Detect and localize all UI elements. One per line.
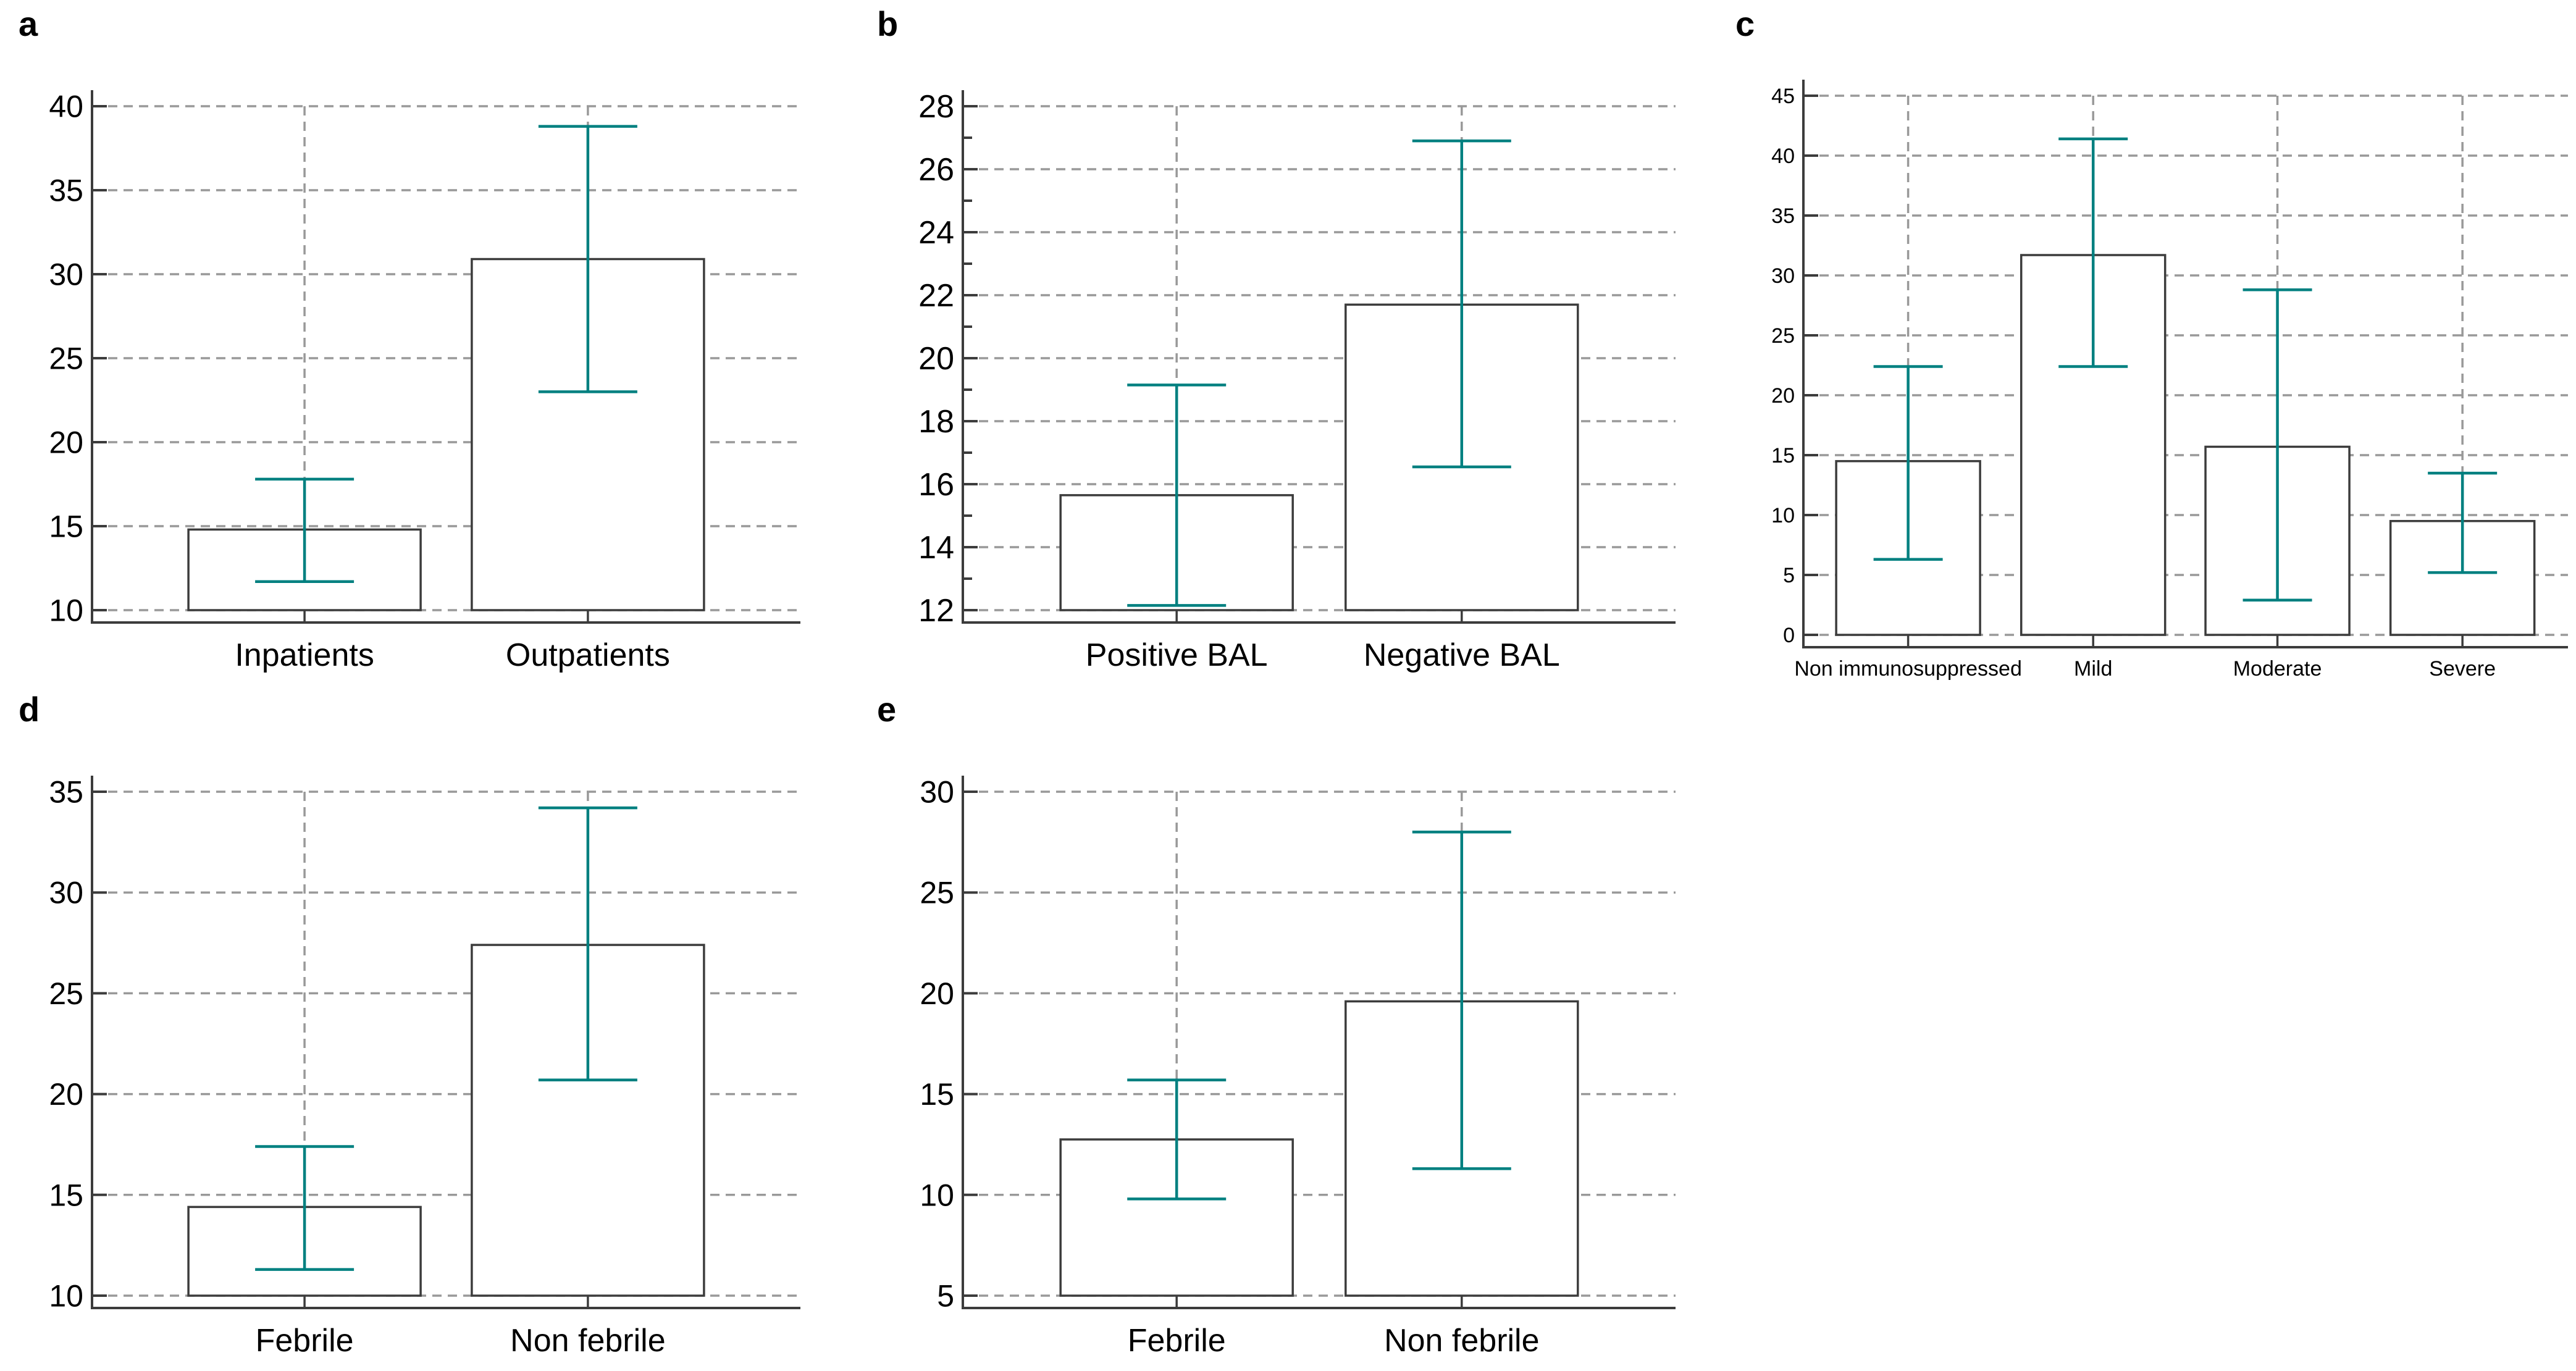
y-tick-label: 24 [918,215,954,251]
y-tick-label: 35 [49,775,83,810]
y-tick-label: 30 [920,775,954,810]
y-tick-label: 40 [1771,145,1795,168]
y-tick-label: 20 [1771,384,1795,408]
category-label: Febrile [1128,1323,1226,1359]
panel-c: 0 5 10 15 20 25 30 35 40 45 Non immunosuppressed Mi… [1717,0,2576,686]
y-tick-label: 35 [49,174,83,208]
y-tick-label: 25 [920,876,954,910]
panel-letter-b: b [877,4,899,43]
y-tick-label: 30 [1771,264,1795,288]
y-tick-label: 5 [1783,564,1795,587]
category-label: Outpatients [506,637,670,673]
chart-d: 10 15 20 25 30 35 Febrile Non febrile [49,775,800,1359]
chart-a: 10 15 20 25 30 35 40 Inpatients Outpatients [49,90,800,673]
category-label: Non immunosuppressed [1794,657,2022,681]
y-tick-label: 10 [49,593,83,628]
y-tick-label: 25 [1771,324,1795,348]
y-tick-label: 15 [1771,444,1795,467]
y-tick-label: 10 [920,1178,954,1212]
y-tick-label: 26 [918,152,954,188]
y-tick-label: 10 [1771,504,1795,527]
category-label: Severe [2429,657,2496,681]
category-label: Negative BAL [1364,637,1560,673]
y-tick-label: 15 [920,1077,954,1112]
category-label: Non febrile [510,1323,665,1359]
y-tick-label: 15 [49,509,83,544]
chart-c: 0 5 10 15 20 25 30 35 40 45 Non immunosuppressed Mi… [1771,80,2568,681]
category-label: Positive BAL [1086,637,1268,673]
y-tick-label: 20 [920,976,954,1011]
y-tick-label: 0 [1783,624,1795,647]
panel-letter-c: c [1735,4,1755,43]
panel-e: 5 10 15 20 25 30 Febrile Non febrile e [858,686,1718,1371]
y-tick-label: 16 [918,467,954,503]
panel-d: 10 15 20 25 30 35 Febrile Non febrile d [0,686,859,1371]
category-label: Inpatients [235,637,374,673]
panel-letter-e: e [877,690,897,729]
y-tick-label: 10 [49,1279,83,1314]
y-tick-label: 22 [918,278,954,314]
y-tick-label: 45 [1771,85,1795,108]
category-label: Febrile [256,1323,354,1359]
chart-e: 5 10 15 20 25 30 Febrile Non febrile [920,775,1676,1359]
chart-b: 12 14 16 18 20 22 24 26 28 Positive BAL Negative B… [918,89,1676,673]
panel-letter-d: d [19,690,40,729]
y-tick-label: 20 [918,341,954,377]
y-tick-label: 30 [49,258,83,292]
y-tick-label: 15 [49,1178,83,1212]
y-tick-label: 40 [49,90,83,124]
y-tick-label: 20 [49,426,83,460]
category-label: Moderate [2233,657,2322,681]
y-tick-label: 20 [49,1077,83,1112]
y-tick-label: 30 [49,876,83,910]
y-tick-label: 18 [918,404,954,440]
panel-letter-a: a [19,4,38,43]
category-label: Non febrile [1384,1323,1539,1359]
panel-a: 10 15 20 25 30 35 40 Inpatients Outpatients a [0,0,859,686]
y-tick-label: 28 [918,89,954,125]
y-tick-label: 5 [937,1279,954,1314]
y-tick-label: 14 [918,530,954,566]
y-tick-label: 25 [49,976,83,1011]
category-label: Mild [2074,657,2112,681]
y-tick-label: 25 [49,342,83,376]
y-tick-label: 35 [1771,204,1795,228]
panel-b: 12 14 16 18 20 22 24 26 28 Positive BAL Negative B… [858,0,1718,686]
y-tick-label: 12 [918,593,954,629]
